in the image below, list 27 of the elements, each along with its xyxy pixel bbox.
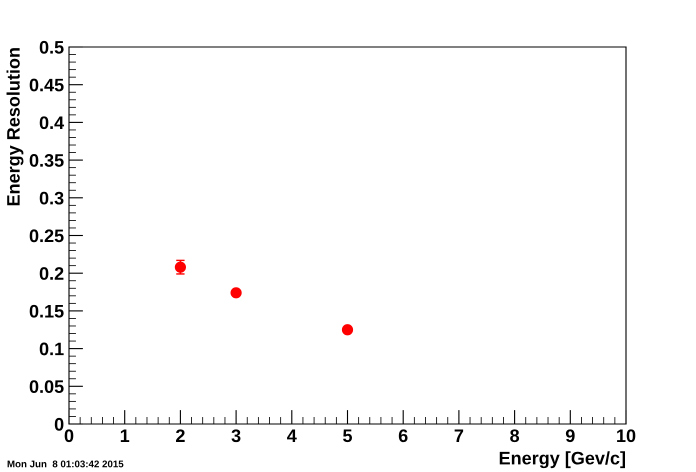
x-tick-label: 1 (120, 430, 130, 442)
y-tick-label: 0.3 (40, 192, 64, 205)
y-axis-title: Energy Resolution (6, 48, 24, 206)
y-tick-label: 0.25 (30, 229, 64, 242)
x-tick-label: 4 (287, 430, 297, 442)
y-tick-label: 0.5 (40, 40, 64, 54)
x-tick-label: 7 (454, 430, 464, 442)
point (230, 287, 242, 298)
y-tick-label: 0.2 (40, 267, 64, 280)
x-tick-label: 3 (231, 429, 240, 442)
y-tick-label: 0.45 (30, 78, 64, 92)
x-tick-label: 5 (343, 430, 352, 442)
text: Mon Jun 8 01:03:42 2015 (8, 460, 124, 468)
y-tick-label: 0.4 (40, 116, 64, 130)
x-tick-label: 9 (566, 429, 575, 442)
point (342, 324, 354, 336)
y-tick-label: 0.05 (30, 380, 64, 394)
x-tick-label: 10 (617, 429, 636, 442)
x-tick-label: 8 (510, 429, 520, 442)
y-tick-label: 0.15 (30, 304, 64, 318)
y-tick-label: 0.1 (40, 342, 64, 356)
x-axis-title: Energy [Gev/c] (500, 451, 625, 468)
x-tick-label: 2 (176, 429, 185, 442)
y-tick-label: 0.35 (30, 154, 64, 167)
y-tick-label: 0 (54, 418, 64, 431)
x-tick-label: 0 (64, 429, 74, 442)
x-tick-label: 6 (398, 429, 408, 442)
